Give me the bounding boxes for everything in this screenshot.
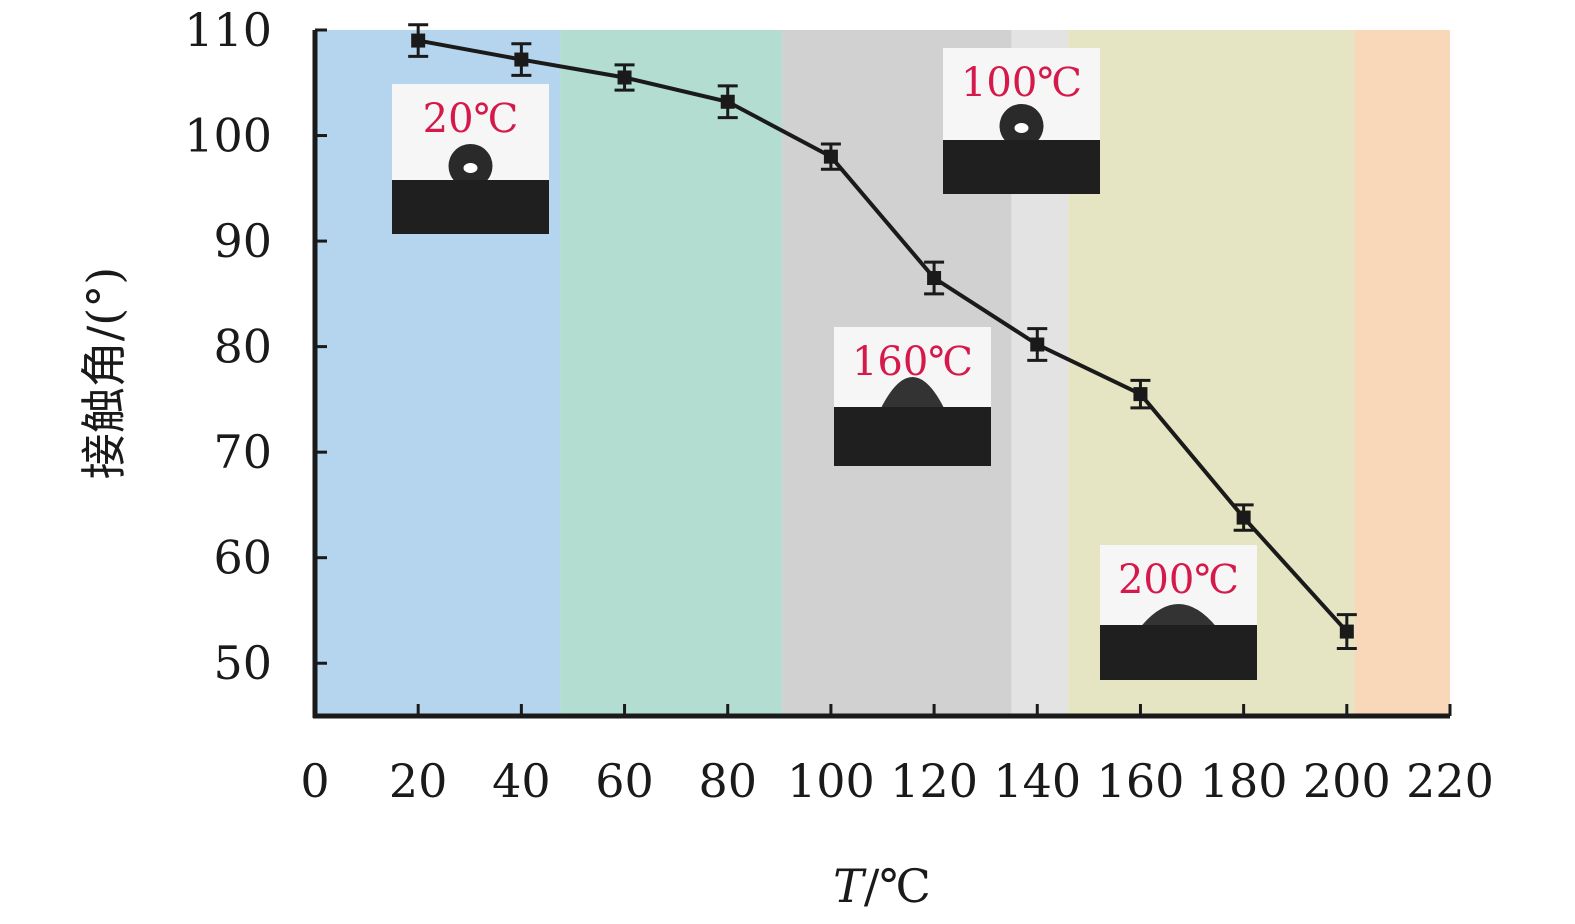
x-axis-title: T/℃ (833, 859, 931, 913)
y-tick-label: 60 (213, 531, 272, 585)
x-tick-label: 20 (389, 754, 448, 808)
data-marker (823, 149, 838, 164)
data-series (408, 23, 1357, 650)
droplet-icon (1140, 604, 1217, 627)
substrate (834, 407, 991, 466)
y-axis-title: 接触角/(°) (77, 267, 131, 479)
y-tick-label: 110 (184, 3, 272, 57)
x-tick-label: 80 (698, 754, 757, 808)
droplet-highlight (463, 163, 478, 173)
x-tick-label: 40 (492, 754, 551, 808)
droplet-highlight (1014, 123, 1029, 133)
substrate (392, 180, 549, 234)
inset-1: 100℃ (943, 48, 1100, 194)
y-tick-label: 90 (213, 214, 272, 268)
x-tick-label: 200 (1303, 754, 1391, 808)
data-point-120 (924, 260, 945, 296)
inset-0: 20℃ (392, 84, 549, 234)
data-point-20 (408, 23, 429, 58)
substrate (1100, 625, 1257, 680)
data-point-160 (1130, 378, 1151, 410)
data-marker (720, 94, 735, 109)
x-tick-label: 220 (1406, 754, 1494, 808)
data-marker (617, 70, 632, 85)
region-1 (560, 30, 782, 716)
data-marker (1236, 510, 1251, 525)
region-5 (1354, 30, 1450, 716)
ticks: 0 20 40 60 80 100 120 140 160 180 200 220 50 60 70 80 90… (184, 3, 1494, 808)
data-marker (927, 271, 942, 286)
droplet-icon (880, 377, 945, 409)
data-marker (411, 33, 426, 48)
inset-label: 100℃ (961, 60, 1082, 106)
data-point-180 (1233, 503, 1254, 532)
x-tick-label: 100 (787, 754, 875, 808)
inset-label: 160℃ (852, 339, 973, 385)
data-marker (1133, 387, 1148, 402)
x-tick-label: 180 (1200, 754, 1288, 808)
x-axis-title-symbol: T (833, 859, 867, 913)
x-tick-label: 60 (595, 754, 654, 808)
x-tick-label: 120 (890, 754, 978, 808)
x-tick-label: 140 (993, 754, 1081, 808)
inset-3: 200℃ (1100, 545, 1257, 680)
data-point-40 (511, 42, 532, 77)
data-point-200 (1336, 613, 1357, 650)
axes (312, 30, 1450, 719)
y-tick-label: 50 (213, 636, 272, 690)
x-axis-title-unit: /℃ (864, 859, 931, 913)
inset-label: 20℃ (423, 96, 519, 142)
data-point-60 (614, 63, 635, 92)
inset-label: 200℃ (1118, 557, 1239, 603)
data-point-100 (820, 142, 841, 171)
data-marker (1339, 624, 1354, 639)
y-tick-label: 100 (184, 109, 272, 163)
droplet-insets: 20℃ 100℃ 160℃ 200℃ (392, 48, 1257, 680)
data-marker (514, 52, 529, 67)
x-tick-label: 160 (1097, 754, 1185, 808)
data-point-140 (1027, 327, 1048, 362)
substrate (943, 140, 1100, 194)
x-tick-label: 0 (300, 754, 329, 808)
data-point-80 (717, 84, 738, 120)
y-tick-label: 80 (213, 320, 272, 374)
series-line (417, 38, 1349, 633)
y-tick-label: 70 (213, 425, 272, 479)
inset-2: 160℃ (834, 327, 991, 466)
data-marker (1030, 337, 1045, 352)
